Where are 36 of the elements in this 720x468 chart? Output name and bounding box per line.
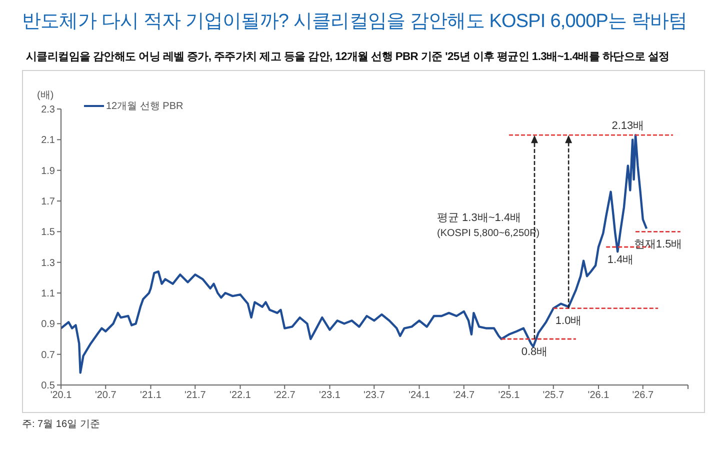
x-tick-label: '23.7: [363, 390, 386, 402]
legend-label: 12개월 선행 PBR: [105, 100, 184, 113]
x-tick-label: '21.7: [184, 390, 206, 402]
y-axis-title: (배): [37, 89, 54, 102]
annotation: 2.13배: [612, 120, 644, 132]
x-tick-label: '23.1: [319, 390, 341, 402]
annotation: 1.4배: [607, 254, 634, 266]
y-tick-label: 1.7: [41, 196, 56, 208]
x-tick-label: '24.7: [453, 390, 475, 402]
x-tick-label: '25.7: [542, 390, 565, 402]
y-tick-label: 1.9: [41, 166, 56, 177]
y-tick-label: 0.9: [41, 319, 56, 330]
x-tick-label: '26.1: [588, 390, 610, 402]
x-tick-label: '22.7: [274, 390, 296, 402]
y-tick-label: 2.1: [41, 135, 56, 146]
y-tick-label: 1.3: [41, 258, 56, 269]
annotation: 현재1.5배: [634, 238, 682, 250]
chart-title: 반도체가 다시 적자 기업이될까? 시클리컬임을 감안해도 KOSPI 6,000P는 락바텀: [22, 10, 688, 34]
x-tick-label: '21.1: [140, 390, 162, 402]
x-tick-label: '25.1: [498, 390, 520, 402]
x-tick-label: '20.7: [94, 390, 117, 402]
annotation: 1.0배: [555, 315, 582, 328]
annotation: 0.8배: [521, 346, 548, 358]
x-tick-label: '20.1: [50, 390, 72, 402]
y-tick-label: 0.7: [41, 350, 56, 361]
annotation: 평균 1.3배~1.4배: [437, 211, 522, 225]
y-tick-label: 0.5: [41, 380, 56, 392]
x-tick-label: '26.7: [632, 390, 654, 402]
x-tick-label: '24.1: [408, 390, 430, 402]
x-tick-label: '22.1: [230, 390, 252, 402]
text: 주: 7월 16일 기준: [22, 418, 100, 431]
y-tick-label: 1.1: [41, 288, 56, 300]
y-tick-label: 2.3: [41, 104, 56, 116]
y-tick-label: 1.5: [41, 227, 56, 238]
chart-subtitle: 시클리컬임을 감안해도 어닝 레벨 증가, 주주가치 제고 등을 감안, 12개월 선행 PBR 기준 '25년 이후 평균인 1.3배~1.4배를 하단으로 설정: [26, 50, 670, 64]
annotation: (KOSPI 5,800~6,250P): [437, 228, 540, 239]
